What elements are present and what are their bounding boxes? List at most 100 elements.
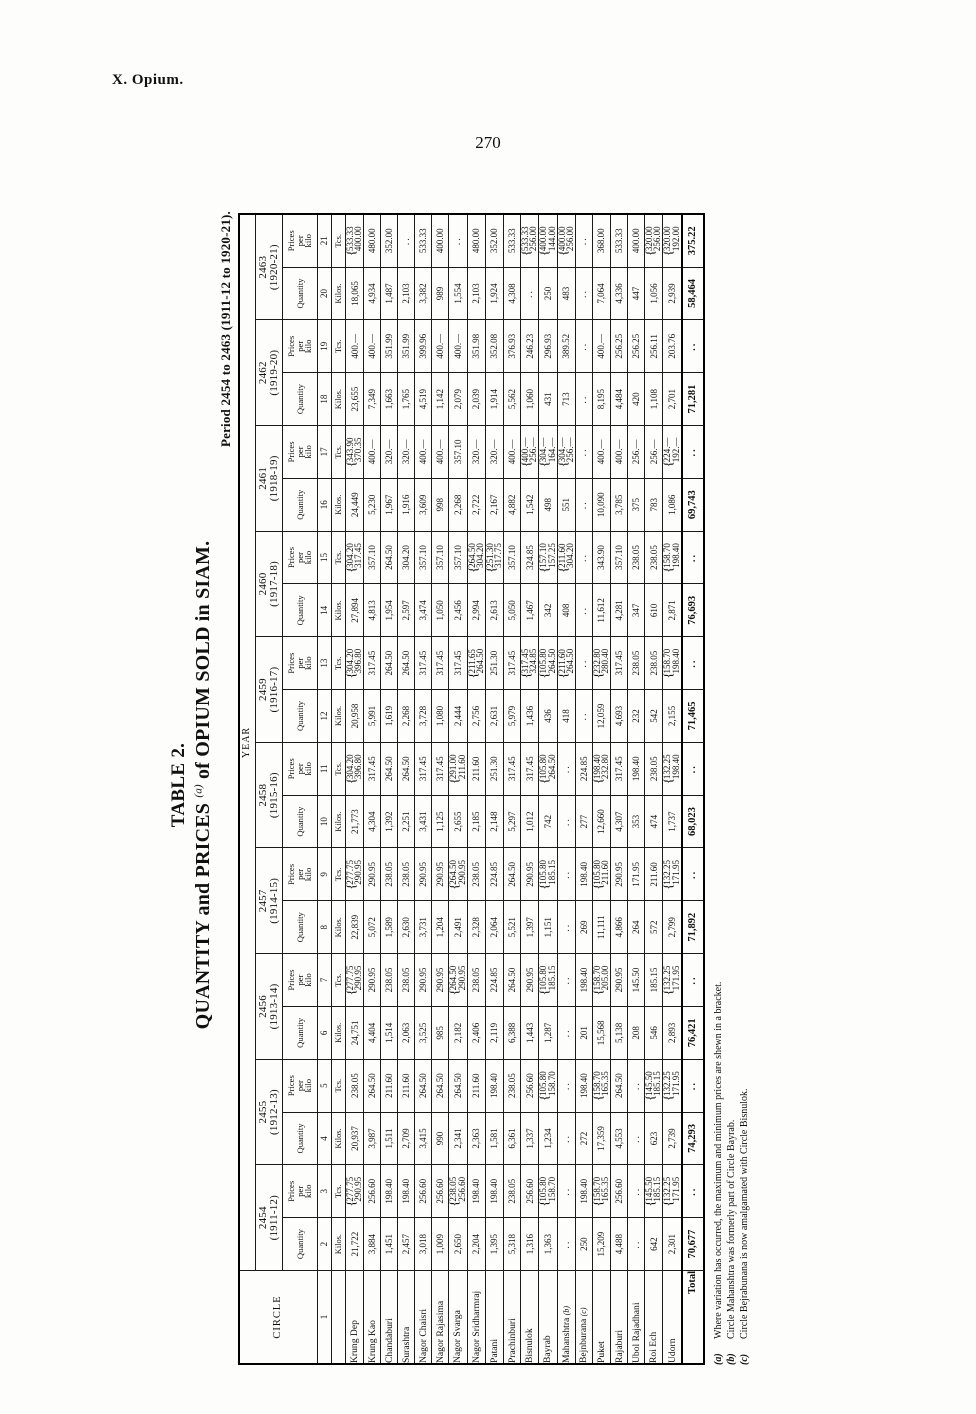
price-cell: 317.45 — [363, 636, 381, 690]
year-band-label: YEAR — [239, 214, 256, 1271]
quantity-cell: 1,108 — [644, 372, 663, 426]
price-cell: .. — [575, 531, 593, 584]
quantity-cell: 5,979 — [503, 689, 521, 743]
quantity-cell: 1,397 — [520, 900, 539, 954]
price-cell: 290.95 — [610, 848, 628, 901]
quantity-cell: 1,514 — [380, 1006, 398, 1060]
price-cell: 480.00 — [467, 214, 486, 268]
quantity-cell: 3,018 — [414, 1217, 432, 1271]
column-number-12: 12 — [317, 689, 332, 743]
price-cell: 317.45 — [503, 636, 521, 690]
quantity-cell: 2,739 — [662, 1112, 682, 1165]
quantity-cell: 2,063 — [397, 1006, 415, 1060]
quantity-cell: 713 — [557, 372, 576, 426]
price-cell: 400.— — [431, 319, 449, 373]
unit-tcs-2463: Tcs. — [331, 214, 346, 268]
quantity-cell: 2,871 — [662, 583, 682, 637]
unit-tcs-2458: Tcs. — [331, 742, 346, 796]
quantity-cell: 5,230 — [363, 478, 381, 532]
quantity-cell: 347 — [627, 583, 645, 637]
price-cell: 256.60 — [520, 1164, 539, 1218]
price-cell: 224.85 — [485, 848, 504, 901]
quantity-cell: 1,467 — [520, 583, 539, 637]
price-cell: 198.40 — [575, 1059, 593, 1113]
quantity-cell: 4,308 — [503, 267, 521, 320]
quantity-cell: .. — [557, 900, 576, 954]
price-cell: 198.40 — [575, 1164, 593, 1218]
price-cell: 251.30 — [485, 636, 504, 690]
column-number-11: 11 — [317, 742, 332, 796]
total-quantity-cell: 68,023 — [681, 795, 704, 848]
price-cell: 317.45 — [448, 636, 468, 690]
quantity-cell: 3,987 — [363, 1112, 381, 1165]
price-cell: 317.45 — [431, 742, 449, 796]
price-cell: 400.—256.— — [520, 425, 539, 479]
subheader-prices-2459: Prices per kilo — [282, 636, 318, 690]
total-quantity-cell: 71,281 — [681, 372, 704, 426]
year-ad: (1920-21) — [268, 244, 280, 291]
quantity-cell: 5,318 — [503, 1217, 521, 1271]
quantity-cell: 2,630 — [397, 900, 415, 954]
price-cell: 304.20 — [397, 531, 415, 584]
quantity-cell: 2,709 — [397, 1112, 415, 1165]
column-number-16: 16 — [317, 478, 332, 532]
price-cell: 238.05 — [345, 1059, 364, 1113]
price-cell: 264.50 — [610, 1059, 628, 1113]
quantity-cell: 2,457 — [397, 1217, 415, 1271]
table-row: Nagor Sridharmraj 2,204 198.40 2,363 211.60 2… — [467, 214, 486, 1364]
price-cell: 351.98 — [467, 319, 486, 373]
quantity-cell: 431 — [538, 372, 558, 426]
quantity-cell: 4,934 — [363, 267, 381, 320]
year-header-2454: 2454 (1911-12) — [255, 1164, 283, 1271]
year-ad: (1914-15) — [268, 877, 280, 924]
subheader-quantity-2458: Quantity — [282, 795, 318, 848]
price-cell: 264.50 — [414, 1059, 432, 1113]
quantity-cell: 2,155 — [662, 689, 682, 743]
price-cell: 480.00 — [363, 214, 381, 268]
quantity-cell: 4,553 — [610, 1112, 628, 1165]
quantity-cell: .. — [557, 795, 576, 848]
price-cell: 290.95 — [363, 953, 381, 1007]
price-cell: 400.— — [592, 319, 611, 373]
price-cell: .. — [557, 742, 576, 796]
price-cell: 533.33 — [610, 214, 628, 268]
quantity-cell: 277 — [575, 795, 593, 848]
quantity-cell: 2,103 — [397, 267, 415, 320]
units-blank — [331, 1270, 346, 1364]
quantity-cell: 24,751 — [345, 1006, 364, 1060]
quantity-cell: 1,765 — [397, 372, 415, 426]
table-row: Krung Kao 3,884 256.60 3,987 264.50 4,404 290.… — [363, 214, 381, 1364]
column-number-13: 13 — [317, 636, 332, 690]
footnote-b: (b) Circle Mahanshtra was formerly part o… — [725, 205, 738, 1365]
year-header-2457: 2457 (1914-15) — [255, 848, 283, 954]
unit-kilos-2455: Kilos. — [331, 1112, 346, 1165]
unit-kilos-2458: Kilos. — [331, 795, 346, 848]
year-header-2455: 2455 (1912-13) — [255, 1059, 283, 1165]
price-cell: 264.50 — [431, 1059, 449, 1113]
quantity-cell: 1,012 — [520, 795, 539, 848]
quantity-cell: 6,388 — [503, 1006, 521, 1060]
table-row: Prachinburi 5,318 238.05 6,361 238.05 6,388 26… — [503, 214, 521, 1364]
table-row: Nagor Rajasima 1,009 256.60 990 264.50 985 290… — [431, 214, 449, 1364]
quantity-cell: 447 — [627, 267, 645, 320]
table-row: Rajaburi 4,488 256.60 4,553 264.50 5,138 290.9… — [610, 214, 628, 1364]
quantity-cell: 208 — [627, 1006, 645, 1060]
quantity-cell: 1,542 — [520, 478, 539, 532]
price-cell: 238.05 — [503, 1059, 521, 1113]
quantity-cell: 3,785 — [610, 478, 628, 532]
price-cell: .. — [627, 1059, 645, 1113]
quantity-cell: 2,701 — [662, 372, 682, 426]
total-price-cell: .. — [681, 636, 704, 690]
table-row: Puket15,209158.70165.3517,359158.70165.3… — [592, 214, 611, 1364]
quantity-cell: 2,064 — [485, 900, 504, 954]
price-cell: 296.93 — [538, 319, 558, 373]
quantity-cell: 1,487 — [380, 267, 398, 320]
quantity-cell: 642 — [644, 1217, 663, 1271]
